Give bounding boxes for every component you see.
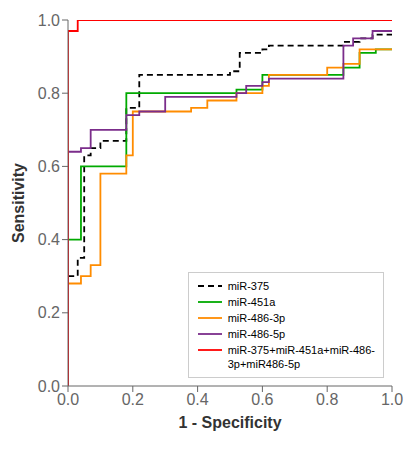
html-text:miR-375: miR-375 [227,280,270,292]
svg-text:1.0: 1.0 [381,391,403,408]
svg-text:0.4: 0.4 [186,391,208,408]
html-text:miR-375+miR-451a+miR-486-: miR-375+miR-451a+miR-486- [227,344,375,356]
html-text:miR-451a: miR-451a [227,296,276,308]
svg-text:0.2: 0.2 [38,304,60,321]
svg-text:0.6: 0.6 [38,158,60,175]
html-text:miR-486-5p: miR-486-5p [227,328,286,340]
svg-text:0.4: 0.4 [38,231,60,248]
svg-text:0.2: 0.2 [122,391,144,408]
svg-text:0.0: 0.0 [57,391,79,408]
svg-text:1.0: 1.0 [38,12,60,29]
svg-text:0.0: 0.0 [38,378,60,395]
html-text:3p+miR486-5p: 3p+miR486-5p [227,358,301,370]
svg-text:0.8: 0.8 [38,85,60,102]
svg-text:1 - Specificity: 1 - Specificity [178,414,281,431]
svg-text:0.6: 0.6 [251,391,273,408]
svg-text:0.8: 0.8 [316,391,338,408]
html-text:miR-486-3p: miR-486-3p [227,312,286,324]
svg-text:Sensitivity: Sensitivity [10,163,27,243]
